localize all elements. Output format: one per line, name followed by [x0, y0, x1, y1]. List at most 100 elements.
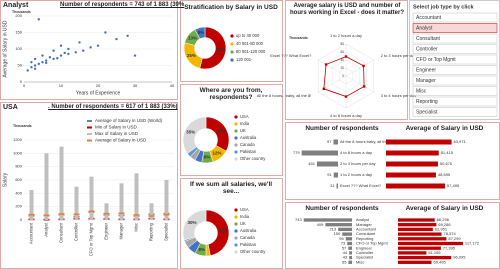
legend-label: Other country [240, 156, 266, 161]
donut-slice [182, 116, 207, 154]
category-label: 1 to 2 hours a day [340, 172, 372, 177]
x-tick-label: Misc [134, 223, 139, 232]
chart-title: Where are you from, respondents? [199, 87, 263, 102]
slicer-item-label[interactable]: Controller [416, 47, 438, 53]
slicer-item-label[interactable]: Reporting [416, 99, 438, 105]
data-label: 69,286 [438, 222, 451, 227]
legend-label: UK [240, 221, 246, 226]
bar [398, 241, 463, 246]
data-label: 25% [187, 53, 196, 58]
chart-title: Average of Salary in USD [405, 205, 484, 212]
slicer-item[interactable] [412, 33, 498, 44]
legend-label: Canada [240, 235, 255, 240]
data-label: 54% [216, 47, 225, 52]
category-label: Reporting [356, 236, 373, 241]
slicer-item-label[interactable]: CFO or Top Mgmt [416, 57, 456, 63]
x-tick-label: 30 [133, 83, 138, 88]
data-label: 73 [341, 241, 346, 246]
x-tick-label: Controller [74, 222, 79, 241]
data-label: 57,495 [447, 183, 460, 188]
bar [398, 251, 427, 255]
slicer-item[interactable] [412, 65, 498, 75]
legend-swatch [230, 50, 234, 54]
legend-swatch [234, 115, 238, 119]
bar [398, 223, 437, 227]
panel [285, 0, 408, 120]
slicer-item-label[interactable]: Specialist [416, 110, 438, 116]
bar [386, 150, 439, 156]
category-label: Analyst [356, 217, 370, 222]
data-label: 451 [308, 161, 315, 166]
legend-swatch [234, 143, 238, 147]
legend-swatch [234, 229, 238, 233]
bar [349, 251, 352, 255]
chart-subtitle: Number of respondents = 743 of 1 883 (39… [60, 2, 185, 8]
data-label: 8% [198, 30, 205, 35]
y-tick-label: 0 [20, 79, 23, 84]
slicer-item[interactable] [412, 54, 498, 65]
data-label: 60,495 [434, 259, 447, 264]
slicer-item[interactable] [412, 23, 498, 33]
category-label: All the 8 hours baby, all the 8! [340, 139, 392, 144]
bar [386, 183, 445, 189]
x-tick-label: 10 [59, 83, 64, 88]
axis-label: 4 to 8 hours a day [330, 113, 362, 118]
data-label: 51,415 [441, 150, 454, 155]
bar [386, 139, 452, 145]
bar [338, 227, 352, 232]
data-label: 13% [188, 36, 197, 41]
chart-title: Average of Salary in USD [405, 125, 484, 132]
legend-label: Pakistan [240, 242, 257, 247]
data-label: 48,695 [438, 172, 451, 177]
point [96, 44, 100, 47]
point [30, 65, 33, 69]
radar-point [362, 64, 365, 68]
point [37, 62, 40, 66]
point [59, 44, 63, 47]
legend-swatch [234, 150, 238, 154]
point [82, 49, 85, 52]
slicer-item[interactable] [412, 44, 498, 54]
data-label: 63,971 [454, 139, 467, 144]
x-tick-label: 0 [23, 83, 26, 88]
slicer-item[interactable] [412, 86, 498, 96]
bar [303, 218, 352, 222]
y-tick-label: 0 [20, 217, 23, 222]
bar [398, 232, 442, 236]
legend-label: Pakistan [240, 149, 257, 154]
slicer-item[interactable] [412, 96, 498, 107]
slicer-item-label[interactable]: Misc [416, 89, 427, 95]
data-label: 96,095 [453, 255, 466, 260]
legend-label: Average of Salary in USD (World) [95, 118, 163, 123]
slicer-item[interactable] [412, 75, 498, 86]
data-label: 8% [204, 154, 211, 159]
chart-subtitle: . Number of respondents = 617 of 1 883 (… [48, 104, 178, 110]
slicer-item-label[interactable]: Engineer [416, 68, 436, 74]
legend-swatch [230, 34, 234, 38]
slicer-item-label[interactable]: Manager [416, 78, 436, 84]
data-label: 55 [342, 259, 347, 264]
category-label: 4 to 8 hours a day [340, 150, 372, 155]
slicer-item-label[interactable]: Analyst [416, 26, 433, 32]
category-label: Misc [356, 259, 364, 264]
y-unit: Thousands [13, 124, 32, 128]
slicer-item[interactable] [412, 107, 498, 117]
slicer-item-label[interactable]: Consultant [416, 36, 441, 42]
x-tick-label: Reporting [149, 222, 154, 241]
legend-label: USA [240, 207, 249, 212]
data-label: 8% [198, 247, 205, 252]
category-label: Consultant [356, 231, 376, 236]
point [63, 51, 66, 55]
bar [333, 172, 338, 178]
bar [316, 161, 338, 167]
point [104, 31, 107, 34]
y-axis-label: Salary [2, 172, 8, 187]
data-label: 12% [212, 150, 221, 155]
axis-label: 1 to 2 hours a day [330, 33, 362, 38]
data-label: 213 [329, 226, 336, 231]
axis-label: 2 to 3 hours per day [381, 53, 417, 58]
slicer-item[interactable] [412, 12, 498, 23]
slicer-item-label[interactable]: Accountant [416, 15, 442, 21]
